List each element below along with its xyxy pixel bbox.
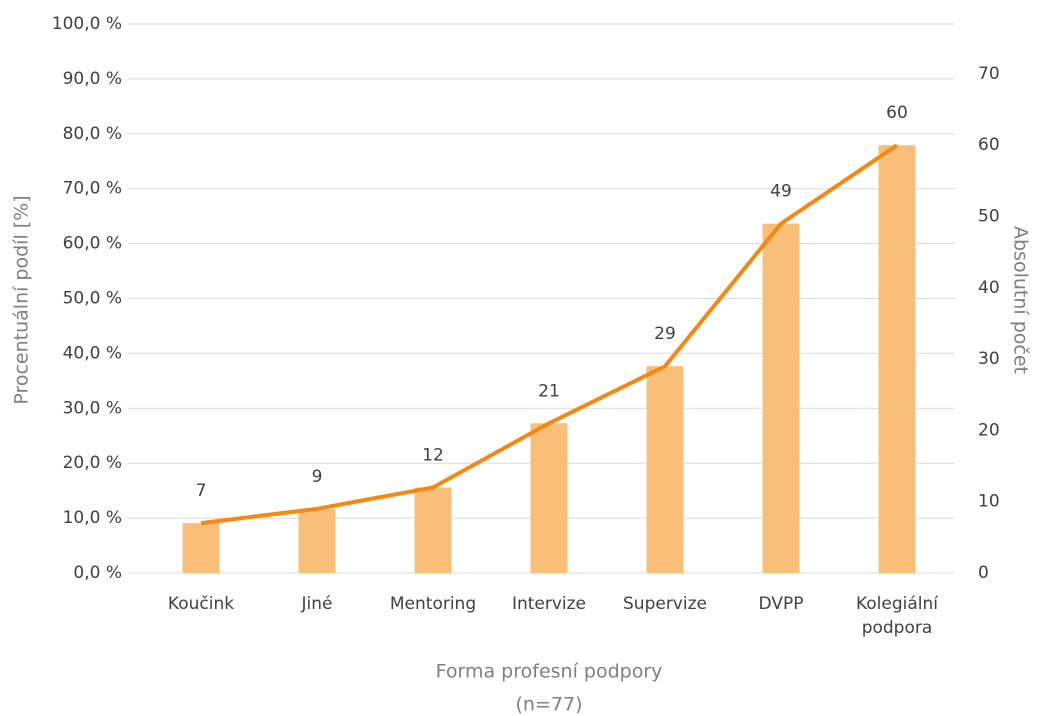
data-label: 9 [312,467,323,487]
y-tick-label: 20,0 % [63,453,122,473]
x-tick-label: Intervize [511,594,587,614]
y2-axis-title: Absolutní počet [1010,226,1032,374]
y-tick-label: 80,0 % [63,124,122,144]
y-tick-label: 90,0 % [63,69,122,89]
x-tick-label: DVPP [758,594,804,614]
bar [878,145,916,574]
y-tick-label: 70,0 % [63,179,122,199]
x-axis-title: Forma profesní podpory [436,661,663,683]
data-label: 12 [422,445,444,465]
bar [414,487,452,573]
x-tick-label: Jiné [301,594,333,614]
y2-tick-label: 10 [978,492,1000,512]
data-label: 7 [196,481,207,501]
bar [646,366,684,573]
data-label: 21 [538,381,560,401]
y2-tick-label: 0 [978,563,989,583]
data-label: 49 [770,182,792,202]
data-label: 60 [886,103,908,123]
y2-tick-label: 30 [978,349,1000,369]
y-tick-label: 10,0 % [63,508,122,528]
y2-tick-label: 40 [978,278,1000,298]
y-tick-label: 60,0 % [63,234,122,254]
y-tick-label: 30,0 % [63,398,122,418]
y2-tick-label: 20 [978,420,1000,440]
y-tick-label: 40,0 % [63,343,122,363]
x-tick-label: Mentoring [389,594,477,614]
x-tick-label: Koučink [167,594,235,614]
bar [298,508,336,573]
bar [762,223,800,573]
y-tick-label: 50,0 % [63,289,122,309]
line [200,143,899,526]
x-tick-label: Kolegiální podpora [855,594,939,638]
y2-tick-label: 60 [978,135,1000,155]
y-tick-label: 0,0 % [73,563,122,583]
data-label: 29 [654,324,676,344]
x-tick-label: Supervize [623,594,707,614]
x-axis-note: (n=77) [516,694,583,716]
y2-tick-label: 50 [978,207,1000,227]
y-tick-label: 100,0 % [52,14,122,34]
bar [530,423,568,573]
y2-tick-label: 70 [978,64,1000,84]
y-axis-title: Procentuální podíl [%] [11,195,33,404]
bar [182,523,220,573]
